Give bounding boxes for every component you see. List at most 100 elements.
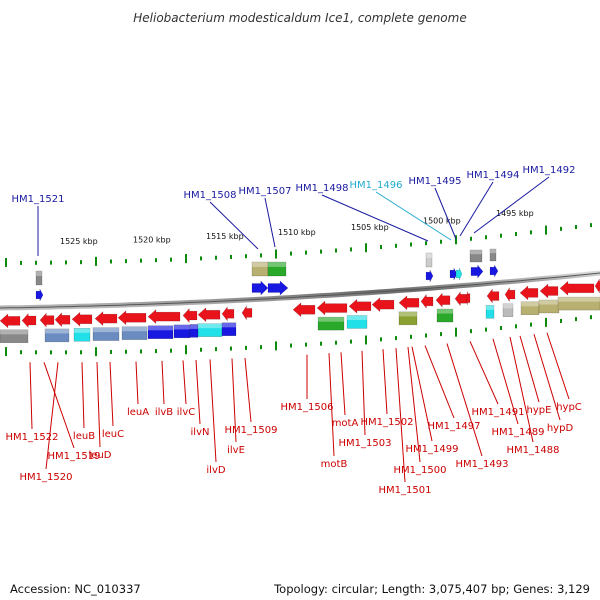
map-title: Heliobacterium modesticaldum Ice1, compl… xyxy=(133,11,466,25)
gene-arrow-red xyxy=(54,312,71,328)
axis-tick-bottom xyxy=(275,341,277,351)
gene-box xyxy=(0,329,29,344)
gene-arrow-red xyxy=(21,312,37,329)
gene-arrow-red xyxy=(221,306,235,322)
axis-tick-top xyxy=(545,225,547,235)
leader-line xyxy=(473,176,550,234)
kbp-tick-label: 1495 kbp xyxy=(496,209,534,218)
leader-line xyxy=(459,181,494,237)
gene-arrow-red xyxy=(371,297,395,313)
gene-label-bottom: ilvE xyxy=(227,445,245,456)
axis-tick-top xyxy=(335,248,337,253)
axis-tick-top xyxy=(215,255,217,260)
axis-tick-bottom xyxy=(575,317,577,322)
leader-line xyxy=(231,358,237,443)
leader-line xyxy=(195,359,201,425)
gene-label-bottom: HM1_1500 xyxy=(394,465,447,476)
kbp-tick-label: 1500 kbp xyxy=(423,217,461,226)
axis-tick-bottom xyxy=(545,317,547,327)
axis-tick-bottom xyxy=(260,345,262,350)
leader-line xyxy=(161,360,165,405)
gene-arrow-red xyxy=(539,283,559,299)
gene-box xyxy=(346,315,368,329)
gene-label-bottom: hypE xyxy=(527,405,552,416)
gene-arrow-blue xyxy=(489,264,499,278)
gene-label-bottom: HM1_1497 xyxy=(428,421,481,432)
leader-line xyxy=(469,341,499,405)
axis-tick-bottom xyxy=(335,340,337,345)
axis-tick-top xyxy=(575,225,577,230)
leader-line xyxy=(395,348,406,483)
axis-tick-bottom xyxy=(455,327,457,337)
leader-line xyxy=(109,361,114,427)
axis-tick-bottom xyxy=(590,315,592,320)
axis-tick-top xyxy=(530,230,532,235)
gene-arrow-red xyxy=(559,280,595,296)
gene-arrow-cyan xyxy=(455,267,463,281)
axis-tick-top xyxy=(470,236,472,241)
axis-tick-top xyxy=(110,259,112,264)
leader-line xyxy=(135,361,139,405)
axis-tick-bottom xyxy=(470,329,472,334)
kbp-tick-label: 1520 kbp xyxy=(133,235,171,244)
gene-arrow-red xyxy=(197,307,221,323)
axis-tick-top xyxy=(320,249,322,254)
gene-arrow-red xyxy=(398,295,420,311)
gene-arrow-blue xyxy=(251,280,269,296)
axis-tick-bottom xyxy=(395,336,397,341)
backbone-core xyxy=(0,272,600,309)
axis-tick-bottom xyxy=(560,319,562,324)
axis-tick-bottom xyxy=(425,333,427,338)
gene-label-top: HM1_1492 xyxy=(523,165,576,176)
axis-tick-top xyxy=(80,260,82,265)
gene-box xyxy=(317,316,345,331)
kbp-tick-label: 1525 kbp xyxy=(60,237,98,246)
axis-tick-bottom xyxy=(320,341,322,346)
leader-line xyxy=(424,345,455,419)
gene-arrow-red xyxy=(292,302,316,318)
leader-line xyxy=(375,191,452,241)
gene-label-bottom: hypC xyxy=(556,402,582,413)
gene-box xyxy=(147,325,174,339)
gene-label-bottom: HM1_1501 xyxy=(379,485,432,496)
leader-line xyxy=(209,201,259,250)
axis-tick-top xyxy=(155,258,157,263)
axis-tick-bottom xyxy=(170,348,172,353)
gene-label-bottom: HM1_1506 xyxy=(281,402,334,413)
gene-label-top: HM1_1498 xyxy=(296,183,349,194)
leader-line xyxy=(411,346,433,442)
leader-line xyxy=(492,338,519,425)
gene-label-bottom: ilvN xyxy=(191,427,210,438)
axis-tick-top xyxy=(125,259,127,264)
gene-box xyxy=(398,311,418,326)
axis-tick-top xyxy=(170,257,172,262)
leader-line xyxy=(29,362,33,430)
axis-tick-top xyxy=(500,233,502,238)
axis-tick-bottom xyxy=(215,347,217,352)
axis-tick-bottom xyxy=(50,350,52,355)
gene-label-bottom: HM1_1503 xyxy=(339,438,392,449)
axis-tick-top xyxy=(65,260,67,265)
axis-tick-bottom xyxy=(290,343,292,348)
gene-label-bottom: motB xyxy=(321,459,348,470)
leader-line xyxy=(446,343,483,457)
gene-arrow-red xyxy=(316,300,348,316)
leader-line xyxy=(244,357,252,423)
axis-tick-bottom xyxy=(305,342,307,347)
axis-tick-bottom xyxy=(140,349,142,354)
leader-line xyxy=(182,360,187,405)
gene-arrow-red xyxy=(117,310,147,326)
gene-arrow-red xyxy=(39,312,55,328)
axis-tick-top xyxy=(50,260,52,265)
gene-arrow-blue xyxy=(35,288,44,302)
gene-arrow-red xyxy=(94,311,118,327)
axis-tick-bottom xyxy=(500,326,502,331)
axis-tick-top xyxy=(200,256,202,261)
axis-tick-bottom xyxy=(5,347,7,357)
axis-tick-top xyxy=(485,235,487,240)
axis-tick-bottom xyxy=(200,347,202,352)
gene-arrow-blue xyxy=(449,267,458,281)
axis-tick-top xyxy=(440,239,442,244)
leader-line xyxy=(264,197,276,248)
